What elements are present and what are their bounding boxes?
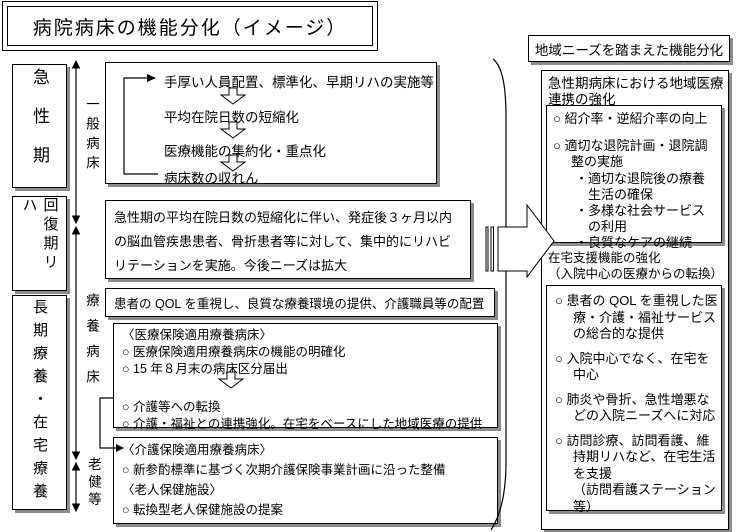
- recovery-rehab-text: 急性期の平均在院日数の短縮化に伴い、発症後３ヶ月以内の脳血管疾患患者、骨折患者等…: [114, 210, 453, 274]
- right-section2-box: ○ 患者の QOL を重視した医療・介護・福祉サービスの総合的な提供 ○ 入院中…: [546, 285, 722, 514]
- section2-item-4: ○ 訪問診療、訪問看護、維持期リハなど、在宅生活を支援 （訪問看護ステーション等…: [555, 432, 716, 514]
- acute-flow-box: 手厚い人員配置、標準化、早期リハの実施等 平均在院日数の短縮化 医療機能の集約化…: [105, 62, 437, 186]
- flow-step-1: 手厚い人員配置、標準化、早期リハの実施等: [164, 75, 434, 90]
- section2-item-1: ○ 患者の QOL を重視した医療・介護・福祉サービスの総合的な提供: [555, 293, 718, 341]
- care-box-item-1: ○ 新参酌標準に基づく次期介護保険事業計画に沿った整備: [122, 463, 446, 477]
- bed-type-label-ryoyo: 療養病床: [84, 293, 99, 395]
- section2-item-3: ○ 肺炎や骨折、急性増悪などの入院ニーズへに対応: [555, 391, 716, 424]
- stage-box-acute: 急性期: [12, 64, 67, 188]
- stage-label-acute: 急性期: [30, 67, 49, 185]
- stage-label-longterm-home: 長期療養・在宅療養: [31, 299, 48, 506]
- flow-step-3: 医療機能の集約化・重点化: [164, 144, 326, 159]
- section1-subitem-2: ・多様な社会サービスの利用: [575, 203, 706, 234]
- medical-insurance-ryoyo-box: 〈医療保険適用療養病床〉 ○ 医療保険適用療養病床の機能の明確化 ○ 15 年８…: [113, 323, 498, 431]
- bed-type-label-general: 一般病床: [84, 97, 99, 175]
- section1-gap: [553, 128, 717, 138]
- title-box: 病院病床の機能分化（イメージ）: [2, 1, 378, 51]
- qol-box: 患者の QOL を重視し、良質な療養環境の提供、介護職員等の配置: [105, 288, 495, 317]
- medical-box-arrow-gap: [122, 378, 489, 399]
- section1-item-2: ○ 適切な退院計画・退院調整の実施: [553, 138, 708, 169]
- medical-box-item-3: ○ 介護等への転換: [122, 400, 221, 414]
- section1-item-1: ○ 紹介率・逆紹介率の向上: [553, 111, 708, 126]
- care-box-heading-2: 〈老人保健施設〉: [122, 483, 223, 497]
- bed-type-label-roken: 老健等: [86, 457, 101, 510]
- recovery-rehab-box: 急性期の平均在院日数の短縮化に伴い、発症後３ヶ月以内の脳血管疾患患者、骨折患者等…: [105, 200, 471, 279]
- page-title: 病院病床の機能分化（イメージ）: [32, 17, 348, 39]
- section1-subitem-3: ・良質なケアの継続: [575, 235, 693, 250]
- right-header-box: 地域ニーズを踏まえた機能分化: [528, 35, 730, 62]
- section2-item-2: ○ 入院中心でなく、在宅を中心: [555, 350, 710, 383]
- right-section1-box: ○ 紹介率・逆紹介率の向上 ○ 適切な退院計画・退院調整の実施 ・適切な退院後の…: [546, 105, 722, 250]
- right-header-label: 地域ニーズを踏まえた機能分化: [534, 42, 724, 58]
- right-section2-heading: 在宅支援機能の強化 （入院中心の医療からの転換）: [548, 251, 724, 281]
- care-box-heading-1: 〈介護保険適用療養病床〉: [122, 443, 273, 457]
- rail-arrow-ryoyo-beds: [71, 225, 81, 461]
- rail-arrow-roken: [71, 461, 81, 513]
- title-box-inner: 病院病床の機能分化（イメージ）: [7, 6, 373, 46]
- medical-box-item-1: ○ 医療保険適用療養病床の機能の明確化: [122, 345, 346, 359]
- section1-subitem-1: ・適切な退院後の療養生活の確保: [575, 171, 706, 202]
- flow-step-2: 平均在院日数の短縮化: [164, 110, 299, 125]
- stage-box-recovery-rehab: 回復期リハ: [12, 196, 67, 291]
- medical-box-heading: 〈医療保険適用療養病床〉: [122, 328, 273, 342]
- medical-box-item-2: ○ 15 年８月末の病床区分届出: [122, 362, 288, 376]
- stage-label-recovery-rehab: 回復期リハ: [20, 197, 59, 273]
- rail-arrow-general-beds: [71, 59, 81, 225]
- flow-step-4: 病床数の収れん: [164, 171, 259, 186]
- qol-text: 患者の QOL を重視し、良質な療養環境の提供、介護職員等の配置: [114, 297, 485, 311]
- stage-box-longterm-home: 長期療養・在宅療養: [12, 295, 67, 510]
- medical-box-item-4: ○ 介護・福祉との連携強化。在宅をベースにした地域医療の提供: [122, 417, 483, 431]
- care-insurance-ryoyo-box: 〈介護保険適用療養病床〉 ○ 新参酌標準に基づく次期介護保険事業計画に沿った整備…: [113, 437, 498, 524]
- care-box-item-2: ○ 転換型老人保健施設の提案: [122, 503, 284, 517]
- right-section1-heading: 急性期病床における地域医療連携の強化: [548, 76, 724, 107]
